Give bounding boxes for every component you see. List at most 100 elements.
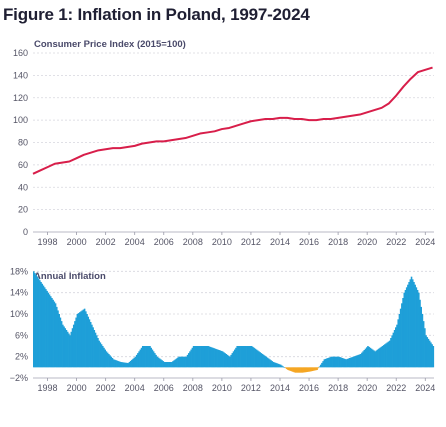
inflation-bar (108, 354, 110, 368)
inflation-bar (357, 354, 360, 368)
inflation-bar (408, 282, 410, 368)
inflation-bar (253, 347, 255, 368)
inflation-bar (392, 332, 395, 368)
inflation-bar (72, 324, 75, 368)
inflation-bar (89, 322, 92, 368)
inflation-bar (250, 346, 253, 368)
inflation-bar (333, 356, 335, 368)
cpi-x-ticks: 1998 2000 2002 2004 2006 2008 2010 2012 2014 2016… (38, 232, 435, 247)
inflation-bar (184, 356, 186, 368)
inflation-bar (372, 349, 374, 368)
inflation-bar (146, 346, 149, 368)
inflation-bar (278, 364, 281, 368)
inflation-bar (175, 358, 178, 368)
inflation-bar (40, 282, 42, 368)
inflation-bar (281, 365, 283, 368)
inflation-bar (204, 346, 207, 368)
inflation-bar (356, 355, 358, 368)
inflation-bar (180, 356, 183, 368)
inflation-bar (80, 311, 82, 368)
inflation-bar (109, 355, 111, 368)
inflation-bar (403, 292, 406, 368)
inflation-bar (299, 367, 301, 373)
inflation-bar (409, 279, 412, 368)
inflation-bar (390, 338, 392, 368)
inflation-bar (378, 348, 380, 368)
inflation-bar (387, 341, 390, 368)
inflation-bar (276, 363, 278, 368)
inflation-bar (135, 354, 138, 368)
inflation-bar (233, 349, 236, 368)
inflation-x-tick-label: 2012 (241, 383, 261, 393)
inflation-bar (206, 346, 208, 368)
inflation-bar (45, 289, 47, 368)
inflation-bar (397, 319, 399, 368)
inflation-bar (48, 294, 51, 368)
inflation-x-ticks: 1998 2000 2002 2004 2006 2008 2010 2012 2014 2016… (38, 378, 435, 393)
inflation-bar (152, 351, 155, 368)
inflation-bar (399, 308, 402, 368)
inflation-bar (98, 340, 100, 368)
inflation-bar (422, 321, 425, 368)
inflation-bar (111, 358, 114, 368)
inflation-bar (284, 367, 287, 369)
inflation-bar (37, 278, 40, 368)
inflation-bar (316, 367, 318, 370)
inflation-bar (103, 347, 105, 368)
inflation-bar (160, 359, 162, 368)
inflation-bar (413, 282, 415, 368)
inflation-bar (296, 367, 299, 373)
inflation-bar (247, 346, 249, 368)
inflation-bar (86, 314, 88, 368)
inflation-bar (49, 296, 52, 368)
inflation-bar (310, 367, 312, 372)
inflation-bar (384, 344, 386, 368)
inflation-x-tick-label: 2002 (96, 383, 116, 393)
inflation-bar (259, 352, 261, 368)
inflation-bar (249, 346, 252, 368)
inflation-bar (194, 346, 196, 368)
inflation-bar (99, 342, 102, 368)
inflation-bar (398, 314, 401, 368)
inflation-bar (79, 312, 81, 368)
cpi-x-tick-label: 2012 (241, 237, 261, 247)
inflation-bar (232, 351, 235, 368)
inflation-bar (293, 367, 295, 373)
inflation-bar (33, 271, 35, 368)
inflation-bar (420, 306, 422, 368)
inflation-bar (374, 351, 376, 368)
inflation-bar (317, 367, 320, 369)
cpi-x-tick-label: 2024 (415, 237, 435, 247)
inflation-bar (87, 316, 90, 368)
inflation-bar (150, 347, 152, 368)
cpi-panel: Consumer Price Index (2015=100) 0 20 40 60 8… (13, 39, 435, 247)
cpi-x-tick-label: 2020 (357, 237, 377, 247)
cpi-x-tick-label: 1998 (38, 237, 58, 247)
inflation-bar (332, 356, 334, 368)
inflation-bar (202, 346, 205, 368)
inflation-bar (34, 273, 36, 368)
inflation-bar (340, 357, 343, 368)
inflation-bar (145, 346, 148, 368)
inflation-bar (91, 324, 93, 368)
inflation-bar (223, 352, 225, 368)
inflation-bar (77, 313, 80, 368)
inflation-bar (358, 354, 361, 368)
inflation-bar (313, 367, 316, 371)
inflation-bar (338, 356, 340, 368)
inflation-bar (287, 367, 289, 370)
inflation-bar (334, 356, 337, 368)
inflation-x-tick-label: 2020 (357, 383, 377, 393)
inflation-bar (321, 362, 323, 368)
inflation-x-tick-label: 2000 (67, 383, 87, 393)
inflation-bar (425, 335, 427, 368)
inflation-bar (342, 358, 345, 368)
inflation-bar (148, 346, 150, 368)
inflation-bar (243, 346, 246, 368)
inflation-bar (162, 361, 165, 368)
inflation-bar (416, 290, 419, 368)
inflation-bar (241, 346, 243, 368)
inflation-bar (258, 351, 260, 368)
inflation-x-tick-label: 2014 (270, 383, 290, 393)
inflation-bar (154, 353, 156, 368)
